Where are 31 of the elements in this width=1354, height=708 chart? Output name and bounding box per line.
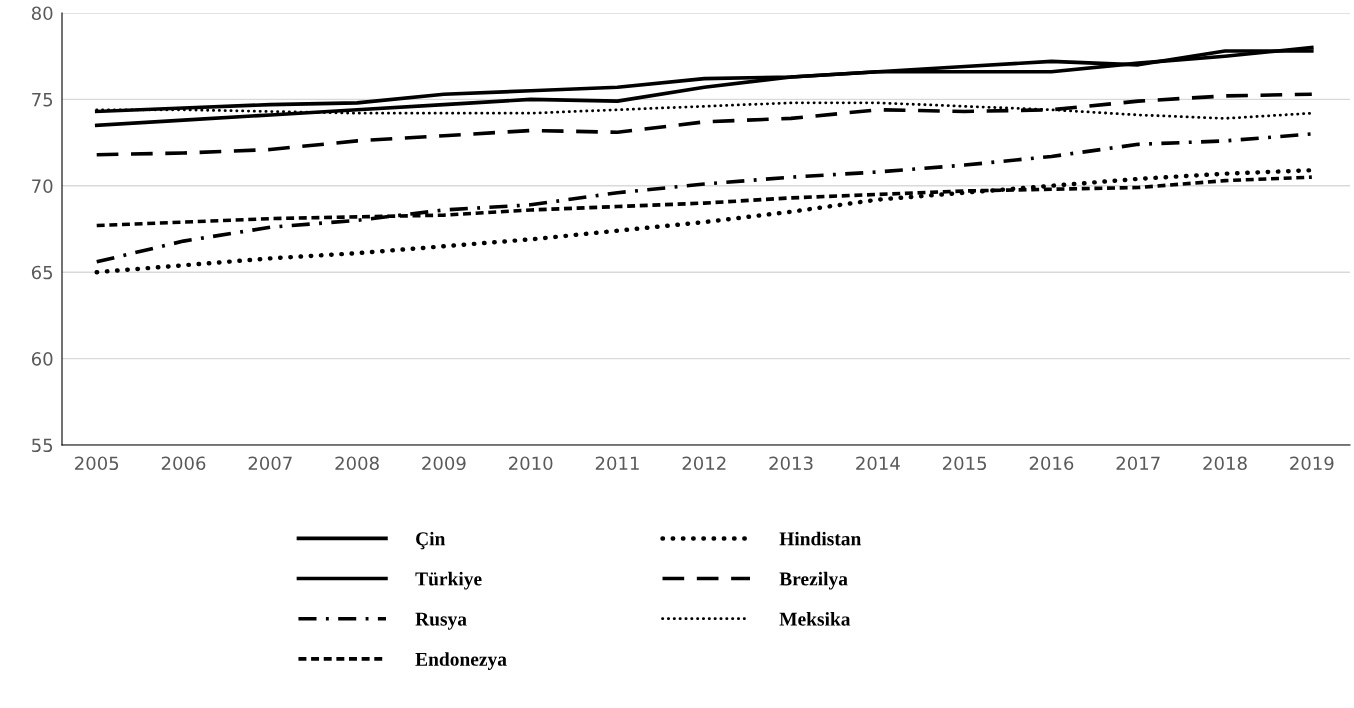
x-tick-label: 2005 xyxy=(75,456,119,471)
x-tick-label: 2012 xyxy=(682,456,726,471)
y-tick-label: 65 xyxy=(31,265,53,280)
x-tick-label: 2007 xyxy=(248,456,292,471)
legend-label: Türkiye xyxy=(415,571,482,590)
y-tick-label: 75 xyxy=(32,93,53,107)
x-tick-label: 2010 xyxy=(509,456,553,471)
legend-label: Rusya xyxy=(415,612,467,630)
legend-label: Brezilya xyxy=(779,571,848,590)
legend-label: Meksika xyxy=(779,612,851,626)
y-tick-label: 60 xyxy=(31,352,53,366)
x-tick-label: 2013 xyxy=(769,456,813,471)
x-tick-label: 2009 xyxy=(422,456,466,471)
x-tick-label: 2008 xyxy=(335,456,379,471)
line-series xyxy=(94,45,1314,128)
x-tick-label: 2014 xyxy=(856,456,900,471)
x-tick-label: 2011 xyxy=(595,456,639,471)
y-tick-label: 70 xyxy=(32,179,53,193)
legend-label: Hindistan xyxy=(779,531,862,546)
y-tick-label: 55 xyxy=(32,438,53,453)
x-tick-label: 2017 xyxy=(1116,456,1160,471)
x-tick-label: 2015 xyxy=(942,456,987,471)
x-tick-label: 2019 xyxy=(1290,456,1334,471)
legend-label: Endonezya xyxy=(415,652,507,670)
line-series xyxy=(94,92,1314,157)
y-tick-label: 80 xyxy=(31,6,53,21)
x-tick-label: 2006 xyxy=(161,456,206,471)
legend-label: Çin xyxy=(416,531,446,550)
x-tick-label: 2018 xyxy=(1203,456,1247,471)
x-tick-label: 2016 xyxy=(1029,456,1074,471)
line-series xyxy=(94,132,1314,264)
